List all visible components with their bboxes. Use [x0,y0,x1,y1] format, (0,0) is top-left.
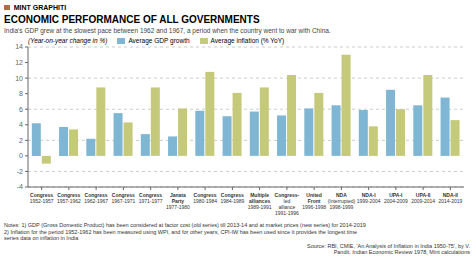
svg-text:Congress1967-1971: Congress1967-1971 [111,192,135,204]
svg-text:Congress1984-1989: Congress1984-1989 [220,192,244,204]
svg-text:0: 0 [19,152,23,159]
svg-text:NDA-I1999-2004: NDA-I1999-2004 [357,192,381,204]
svg-text:-4: -4 [17,183,23,190]
svg-text:Congress1980-1984: Congress1980-1984 [193,192,217,204]
svg-text:UPA-I2004-2009: UPA-I2004-2009 [384,192,408,204]
html-text:(Year-on-year change in %): (Year-on-year change in %) [28,37,108,44]
html-text:III MINT GRAPHITI: III MINT GRAPHITI [4,4,67,11]
svg-text:Congress1957-1962: Congress1957-1962 [57,192,81,204]
html-text:India's GDP grew at the slowes: India's GDP grew at the slowest pace bet… [4,27,331,34]
html-text:Average inflation (% YoY): Average inflation (% YoY) [210,37,285,44]
svg-text:4: 4 [19,121,23,128]
svg-text:Congress-ledalliance1991-1996: Congress-ledalliance1991-1996 [275,192,300,216]
svg-text:6: 6 [19,106,23,113]
html-text:ECONOMIC PERFORMANCE OF ALL GO: ECONOMIC PERFORMANCE OF ALL GOVERNMENTS [4,14,260,25]
svg-text:Multiplealliances1989-1991: Multiplealliances1989-1991 [248,192,272,210]
svg-text:UnitedFront1996-1998: UnitedFront1996-1998 [302,192,326,210]
svg-text:12: 12 [15,59,23,66]
html-text:Average GDP growth: Average GDP growth [128,37,190,44]
svg-text:NDA-II2014-2019: NDA-II2014-2019 [438,192,462,204]
svg-text:UPA-II2009-2014: UPA-II2009-2014 [411,192,435,204]
svg-text:Congress1971-1977: Congress1971-1977 [139,192,163,204]
svg-text:-2: -2 [17,168,23,175]
svg-text:JanataParty1977-1980: JanataParty1977-1980 [166,192,190,210]
html-text:Notes: 1) GDP (Gross Domestic: Notes: 1) GDP (Gross Domestic Product) h… [4,222,366,242]
svg-text:Congress1952-1957: Congress1952-1957 [30,192,54,204]
svg-text:14: 14 [15,43,23,50]
svg-text:2: 2 [19,137,23,144]
svg-text:10: 10 [15,75,23,82]
svg-text:NDA(Interrupted)1998-1999: NDA(Interrupted)1998-1999 [328,192,356,210]
svg-text:Congress1962-1967: Congress1962-1967 [84,192,108,204]
html-text:Source: RBI, CMIE, 'An Analysi: Source: RBI, CMIE, 'An Analysis of Infla… [307,242,470,256]
svg-text:8: 8 [19,90,23,97]
